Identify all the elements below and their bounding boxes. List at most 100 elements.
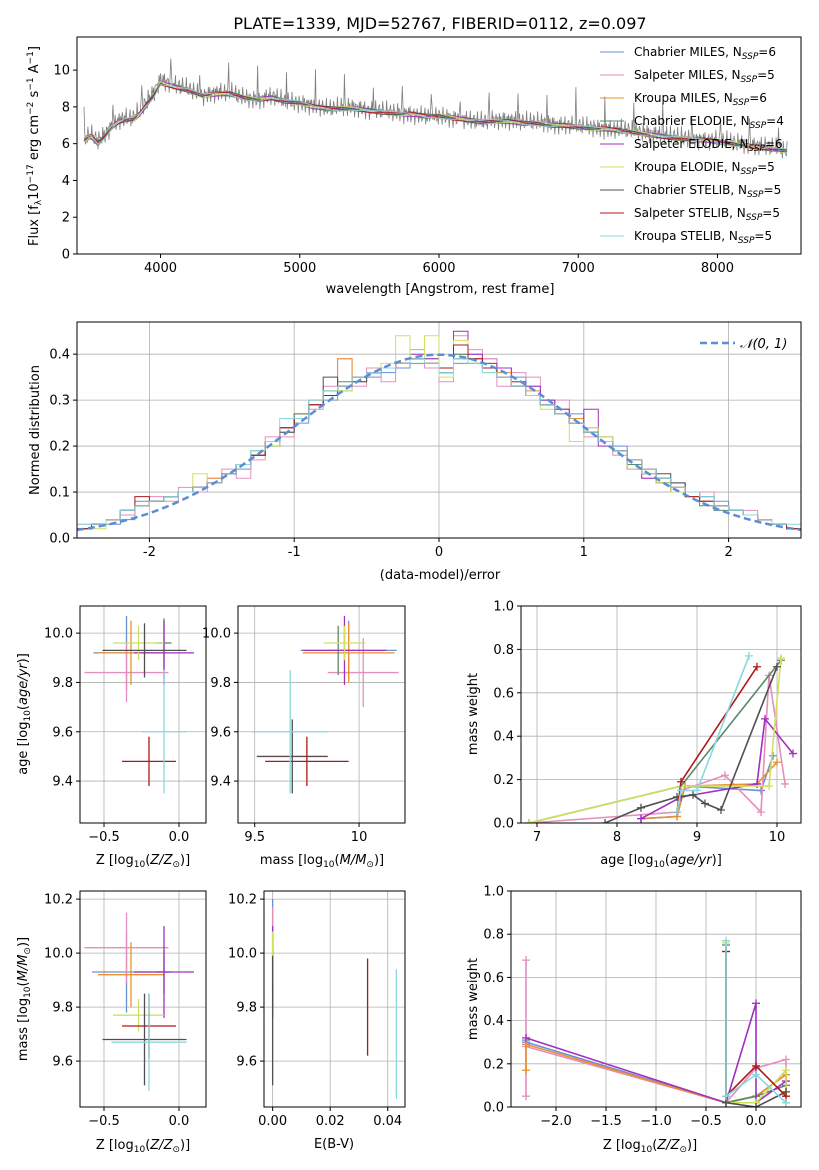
- legend-label: Chabrier ELODIE, NSSP=4: [634, 114, 784, 131]
- label-part: s: [27, 90, 42, 101]
- label-part: )]: [180, 1138, 190, 1153]
- ticks: −0.5 0.0 9.6 9.8 10.0 10.2: [44, 893, 189, 1129]
- plot-area: [83, 58, 788, 159]
- x-axis-label: wavelength [Angstrom, rest frame]: [326, 282, 555, 297]
- label-part: mass [log: [260, 853, 323, 868]
- legend-eq: =: [749, 91, 759, 105]
- series-marker: [789, 749, 797, 758]
- legend-nssp: , N: [721, 229, 738, 243]
- axis-labels: wavelength [Angstrom, rest frame] Flux [f…: [16, 46, 722, 1155]
- ticks: -2 -1 0 1 2 0.0 0.1 0.2 0.3 0.4: [49, 348, 732, 560]
- x-tick-label: 8000: [701, 261, 734, 276]
- y-tick-label: 9.8: [236, 1001, 257, 1016]
- label-part: Flux [f: [27, 205, 42, 246]
- x-tick-label: 10: [351, 830, 368, 845]
- series-line: [528, 659, 782, 823]
- legend-name: Salpeter MILES: [634, 68, 724, 82]
- x-tick-label: 6000: [422, 261, 455, 276]
- legend-nssp: , N: [724, 68, 741, 82]
- label-part: ⊙: [366, 860, 374, 870]
- series-marker: [601, 819, 609, 823]
- errorbar-point: [323, 625, 366, 661]
- x-tick-label: −0.5: [690, 1114, 722, 1129]
- legend-label: Kroupa STELIB, NSSP=5: [634, 229, 772, 246]
- y-axis-label: mass weight: [466, 958, 481, 1040]
- y-tick-label: 0.0: [493, 817, 514, 832]
- label-part: M/M: [340, 853, 367, 868]
- y-tick-label: 9.8: [52, 676, 73, 691]
- legend-eq: =: [758, 45, 768, 59]
- x-tick-label: -1: [288, 545, 301, 560]
- axes-frame: [79, 890, 207, 1108]
- legend-name: Salpeter STELIB: [634, 206, 729, 220]
- label-part: 10: [641, 1145, 653, 1155]
- legend-nssp: , N: [725, 45, 742, 59]
- legend-nssp-value: 6: [775, 137, 783, 151]
- legend: 𝒩(0, 1): [700, 337, 787, 352]
- legend-sub: SSP: [733, 98, 750, 108]
- legend-eq: =: [757, 68, 767, 82]
- legend-eq: =: [762, 206, 772, 220]
- legend-name: Salpeter ELODIE: [634, 137, 732, 151]
- legend-eq: =: [757, 160, 767, 174]
- y-tick-label: 9.8: [52, 1001, 73, 1016]
- chart-residuals: 𝒩(0, 1) -2 -1 0 1 2 0.0 0.1 0.2 0.3 0.4: [49, 321, 802, 560]
- y-axis-label: mass [log10(M/M⊙)]: [16, 937, 33, 1061]
- series-marker: [522, 1066, 530, 1075]
- legend-sub: SSP: [746, 213, 763, 223]
- y-axis-label: Flux [fλ10−17 erg cm−2 s−1 A−1]: [26, 46, 44, 246]
- y-tick-label: 1.0: [483, 885, 504, 900]
- y-axis-label: mass weight: [466, 673, 481, 755]
- y-tick-label: 9.6: [52, 1055, 73, 1070]
- series-line: [725, 940, 787, 1104]
- series-marker: [761, 714, 769, 723]
- series-marker: [757, 808, 765, 817]
- series-marker: [753, 662, 761, 671]
- label-part: (: [665, 853, 670, 868]
- label-part: age [log: [16, 722, 31, 775]
- ticks: 9.5 10 9.4 9.6 9.8 10.0: [202, 627, 367, 845]
- label-part: Z [log: [603, 1138, 641, 1153]
- errorbar-point: [141, 670, 187, 794]
- series-marker: [525, 819, 533, 823]
- label-part: )]: [16, 937, 31, 947]
- legend-label: Salpeter MILES, NSSP=5: [634, 68, 775, 85]
- legend-nssp: , N: [730, 183, 747, 197]
- label-part: 10: [23, 986, 33, 998]
- y-tick-label: 10.2: [44, 893, 73, 908]
- series-marker: [637, 803, 645, 812]
- x-axis-label: Z [log10(Z/Z⊙)]: [96, 1138, 190, 1155]
- label-part: (: [145, 853, 150, 868]
- legend-nssp: , N: [733, 114, 750, 128]
- legend-label: Salpeter ELODIE, NSSP=6: [634, 137, 783, 154]
- label-part: ⊙: [23, 947, 33, 955]
- errorbar-point: [327, 638, 399, 708]
- x-axis-label: age [log10(age/yr)]: [600, 853, 722, 870]
- series-marker: [782, 1066, 790, 1075]
- label-part: ⊙: [679, 1145, 687, 1155]
- y-tick-label: 10.0: [44, 627, 73, 642]
- series-marker: [765, 782, 773, 791]
- x-tick-label: -2: [143, 545, 156, 560]
- chart-age_vs_mass: 9.5 10 9.4 9.6 9.8 10.0: [202, 605, 406, 845]
- errorbar-point: [265, 736, 349, 787]
- x-tick-label: 0.0: [169, 1114, 190, 1129]
- x-axis-label: mass [log10(M/M⊙)]: [260, 853, 384, 870]
- plot-area: [525, 651, 797, 823]
- y-tick-label: 9.6: [236, 1055, 257, 1070]
- legend-name: Chabrier STELIB: [634, 183, 730, 197]
- y-tick-label: 10.0: [202, 627, 231, 642]
- legend-sub: SSP: [750, 121, 767, 131]
- x-tick-label: 4000: [144, 261, 177, 276]
- y-tick-label: 8: [62, 100, 70, 115]
- axes-frame: [520, 605, 802, 824]
- plot-area: [252, 615, 399, 794]
- plot-area: [84, 615, 194, 794]
- series-marker: [522, 1092, 530, 1101]
- y-tick-label: 6: [62, 137, 70, 152]
- series-marker: [693, 786, 701, 795]
- x-tick-label: 9.5: [244, 830, 265, 845]
- grid: [238, 606, 405, 823]
- y-tick-label: 0.2: [493, 773, 514, 788]
